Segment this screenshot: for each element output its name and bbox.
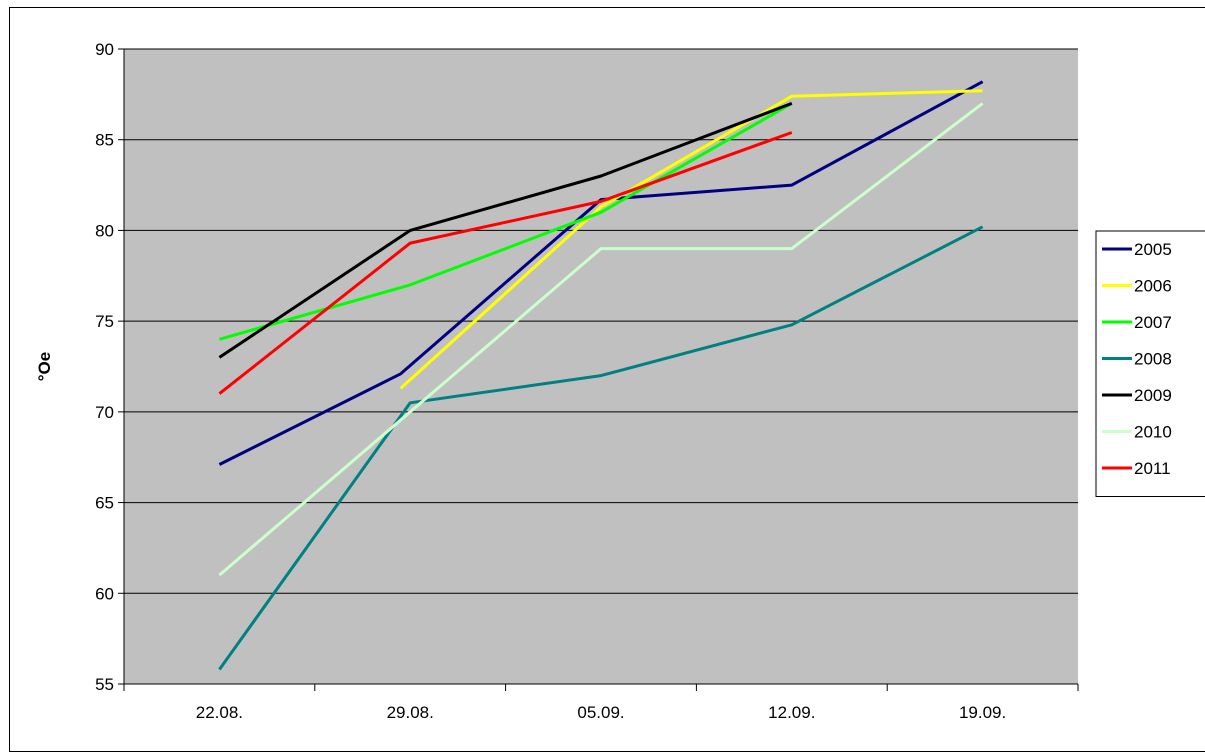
legend-label-2008: 2008 xyxy=(1134,350,1172,369)
line-chart: 55 60 65 70 75 80 85 90 22.08. 29.08. 05.09. 12.09… xyxy=(35,40,1205,722)
legend-label-2009: 2009 xyxy=(1134,386,1172,405)
legend-label-2006: 2006 xyxy=(1134,277,1172,296)
axes xyxy=(123,49,1079,691)
y-tick-label: 75 xyxy=(95,312,114,331)
legend-label-2005: 2005 xyxy=(1134,240,1172,259)
series-line-2009 xyxy=(218,101,793,359)
plot-area xyxy=(124,49,1078,684)
x-tick-labels: 22.08. 29.08. 05.09. 12.09. 19.09. xyxy=(196,703,1006,722)
series-lines xyxy=(218,80,984,671)
legend-label-2010: 2010 xyxy=(1134,423,1172,442)
legend: 2005 2006 2007 2008 2009 2010 2011 xyxy=(1095,230,1205,497)
x-tick-label: 12.09. xyxy=(768,703,815,722)
series-line-2010 xyxy=(218,102,984,577)
series-line-2005 xyxy=(218,80,984,466)
legend-box xyxy=(1095,230,1205,497)
gridlines xyxy=(118,48,1078,685)
chart-frame: 55 60 65 70 75 80 85 90 22.08. 29.08. 05.09. 12.09… xyxy=(9,7,1205,752)
y-tick-label: 70 xyxy=(95,403,114,422)
y-tick-labels: 55 60 65 70 75 80 85 90 xyxy=(95,40,114,694)
y-tick-label: 65 xyxy=(95,494,114,513)
x-tick-label: 19.09. xyxy=(959,703,1006,722)
x-tick-label: 22.08. xyxy=(196,703,243,722)
series-line-2011 xyxy=(218,131,793,395)
y-tick-label: 80 xyxy=(95,221,114,240)
legend-label-2011: 2011 xyxy=(1134,459,1171,478)
series-line-2007 xyxy=(218,102,793,341)
y-tick-label: 55 xyxy=(95,675,114,694)
y-tick-label: 90 xyxy=(95,40,114,59)
y-axis-title: °Oe xyxy=(35,352,54,381)
y-tick-label: 85 xyxy=(95,131,114,150)
series-line-2006 xyxy=(399,89,983,390)
y-tick-label: 60 xyxy=(95,584,114,603)
x-tick-label: 05.09. xyxy=(577,703,624,722)
legend-label-2007: 2007 xyxy=(1134,313,1172,332)
series-line-2008 xyxy=(218,225,984,671)
x-tick-label: 29.08. xyxy=(387,703,434,722)
